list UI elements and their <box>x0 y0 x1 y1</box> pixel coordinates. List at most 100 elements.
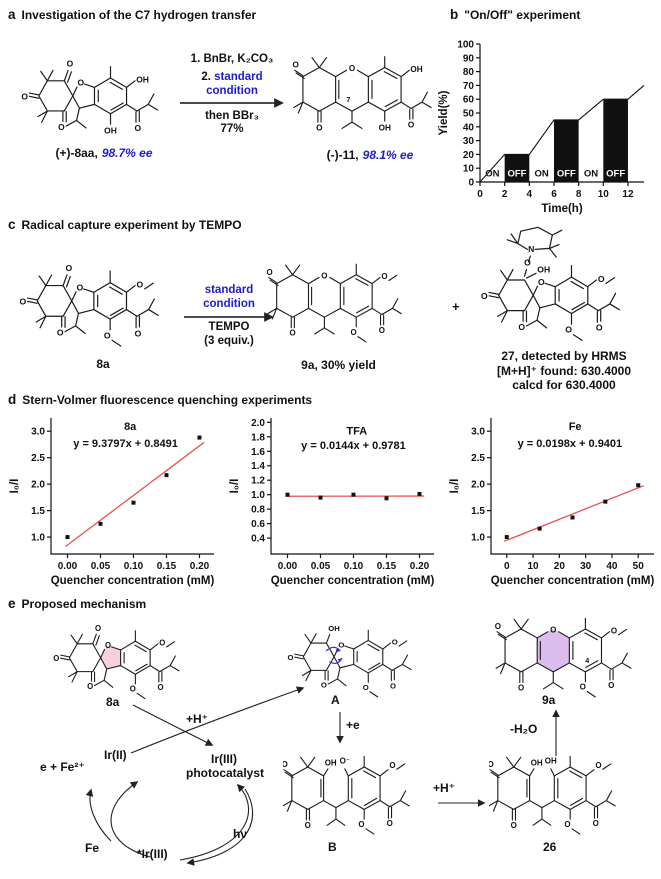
svg-text:50: 50 <box>633 561 645 572</box>
svg-text:1.5: 1.5 <box>471 506 485 517</box>
svg-text:O: O <box>349 64 356 73</box>
svg-text:O: O <box>481 291 488 301</box>
ee-value: 98.1% ee <box>362 148 414 162</box>
arrow-fe-to-fe2plus <box>85 788 112 842</box>
svg-text:O: O <box>387 819 393 828</box>
svg-text:O: O <box>67 59 74 69</box>
svg-text:O: O <box>596 323 603 333</box>
svg-text:O: O <box>53 654 59 663</box>
svg-text:10: 10 <box>598 189 610 200</box>
svg-text:30: 30 <box>580 561 592 572</box>
svg-text:3.0: 3.0 <box>471 427 485 438</box>
svg-text:O: O <box>57 327 64 337</box>
molecule-B: O O OHO⁻ O O O <box>283 755 410 835</box>
svg-text:2.0: 2.0 <box>251 418 265 429</box>
svg-text:y = 9.3797x + 0.8491: y = 9.3797x + 0.8491 <box>73 438 178 450</box>
svg-text:Quencher concentration (mM): Quencher concentration (mM) <box>271 575 435 587</box>
cycle-label-fe: Fe <box>85 841 100 855</box>
svg-text:O: O <box>77 282 84 292</box>
svg-text:2.5: 2.5 <box>31 453 45 464</box>
reaction-arrow-a <box>180 98 284 108</box>
svg-text:Quencher concentration (mM): Quencher concentration (mM) <box>491 575 655 587</box>
molecule-A: O O O O O O OH <box>288 624 412 698</box>
svg-text:O: O <box>66 263 73 273</box>
svg-text:N: N <box>528 244 534 254</box>
svg-text:O: O <box>21 92 28 102</box>
svg-text:20: 20 <box>554 561 566 572</box>
svg-text:90: 90 <box>463 53 475 64</box>
conditions-a-4: then BBr₃ <box>205 110 259 122</box>
species-label-B: B <box>328 840 337 854</box>
svg-text:O: O <box>135 328 142 338</box>
svg-text:O: O <box>19 297 26 307</box>
svg-text:O: O <box>518 322 525 332</box>
compound-label-11: (-)-11, 98.1% ee <box>326 148 414 162</box>
svg-text:O: O <box>283 760 288 769</box>
plus-sign: + <box>452 299 460 314</box>
svg-text:2.0: 2.0 <box>471 480 485 491</box>
arrow-cycle-ir3star-to-ir2 <box>110 781 151 858</box>
compound-label-27: 27, detected by HRMS [M+H]⁺ found: 630.4… <box>496 349 632 392</box>
svg-text:12: 12 <box>622 189 634 200</box>
svg-text:O: O <box>288 653 294 662</box>
svg-text:40: 40 <box>606 561 618 572</box>
svg-text:50: 50 <box>463 109 475 120</box>
panel-a-label: a <box>8 7 16 22</box>
svg-text:O: O <box>550 626 556 635</box>
svg-text:1.2: 1.2 <box>251 476 265 487</box>
arrow-label-plus-h1: +H⁺ <box>186 712 209 726</box>
svg-text:1.0: 1.0 <box>471 533 485 544</box>
panel-e-title: e Proposed mechanism <box>8 596 147 611</box>
svg-text:O: O <box>593 819 599 828</box>
svg-text:O: O <box>379 326 385 335</box>
panel-c-title: c Radical capture experiment by TEMPO <box>8 217 242 232</box>
svg-text:7: 7 <box>346 95 350 104</box>
svg-text:O: O <box>321 680 327 689</box>
svg-text:O: O <box>350 328 356 337</box>
svg-text:0: 0 <box>504 561 510 572</box>
svg-text:0.10: 0.10 <box>124 561 144 572</box>
svg-text:OFF: OFF <box>557 168 576 179</box>
svg-text:1.0: 1.0 <box>251 490 265 501</box>
molecule-11: O O O OH O OH 7 <box>292 56 432 132</box>
svg-text:O: O <box>159 639 165 648</box>
svg-text:ON: ON <box>485 168 499 179</box>
svg-text:0.00: 0.00 <box>278 561 298 572</box>
svg-text:Yield(%): Yield(%) <box>438 90 450 135</box>
svg-text:2.5: 2.5 <box>471 453 485 464</box>
ee-value: 98.7% ee <box>101 146 153 160</box>
conditions-a-3: condition <box>206 85 258 97</box>
svg-text:80: 80 <box>463 67 475 78</box>
svg-text:Fe: Fe <box>569 421 582 433</box>
panel-b-title: b "On/Off" experiment <box>450 7 581 22</box>
conditions-c-1: standard <box>204 284 254 296</box>
stern-volmer-plot-8a: 1.0 1.5 2.0 2.5 3.0 0.00 0.05 0.10 0.15 0.20 8a y =… <box>9 418 214 587</box>
svg-text:O: O <box>392 638 398 647</box>
svg-text:OFF: OFF <box>606 168 625 179</box>
svg-text:O: O <box>78 78 85 88</box>
panel-d-label: d <box>8 392 17 407</box>
svg-text:Time(h): Time(h) <box>541 203 582 215</box>
svg-text:O: O <box>105 641 111 650</box>
panel-d-title: d Stern-Volmer fluorescence quenching exp… <box>8 392 313 407</box>
svg-text:O: O <box>611 626 617 635</box>
svg-text:0.4: 0.4 <box>251 534 265 545</box>
svg-text:8: 8 <box>576 189 582 200</box>
svg-text:O: O <box>87 682 93 691</box>
species-label-A: A <box>331 693 340 707</box>
svg-text:2.0: 2.0 <box>31 480 45 491</box>
arrow-label-plus-e: +e <box>346 718 360 732</box>
svg-text:0.6: 0.6 <box>251 519 265 530</box>
svg-text:3.0: 3.0 <box>31 427 45 438</box>
conditions-c-2: condition <box>203 298 255 310</box>
species-label-9a: 9a <box>542 693 556 707</box>
svg-text:O: O <box>524 258 531 268</box>
svg-text:O: O <box>95 624 101 633</box>
svg-text:O: O <box>338 640 344 649</box>
svg-text:O: O <box>390 681 396 690</box>
svg-text:O: O <box>595 761 601 770</box>
svg-text:O: O <box>104 330 111 340</box>
panel-c-label: c <box>8 217 16 232</box>
compound-label-9a: 9a, 30% yield <box>301 358 376 372</box>
